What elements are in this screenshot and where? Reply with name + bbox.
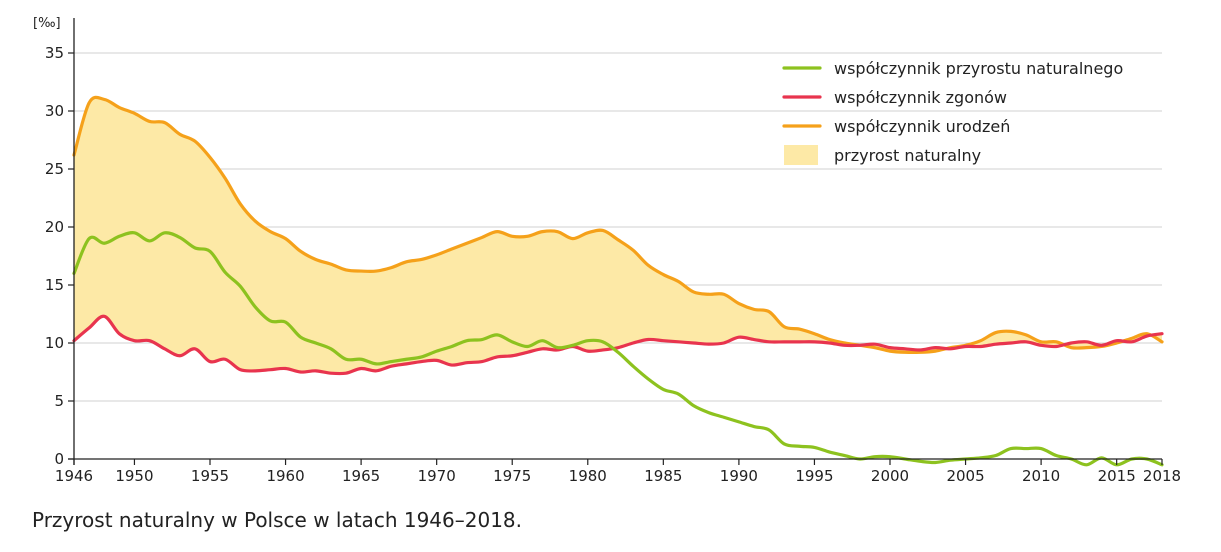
x-tick-label: 2010 [1022,467,1060,485]
natural-growth-area [74,97,1162,374]
x-tick-label: 1970 [418,467,456,485]
x-tick-label: 2005 [946,467,984,485]
y-tick-label: 10 [45,334,64,352]
x-axis-ticks: 1946 1950 1955 1960 1965 1970 1975 1980 1985 1990… [55,459,1181,485]
x-tick-label: 1946 [55,467,93,485]
natural-growth-rate-line [72,231,1164,467]
x-tick-label: 1985 [644,467,682,485]
legend-label: współczynnik urodzeń [834,117,1010,136]
x-tick-label: 2018 [1143,467,1181,485]
figure-caption: Przyrost naturalny w Polsce w latach 194… [32,508,522,532]
legend-swatch-area [784,145,818,165]
x-tick-label: 1950 [115,467,153,485]
chart-legend: współczynnik przyrostu naturalnego współc… [782,59,1123,165]
legend-label: współczynnik przyrostu naturalnego [834,59,1123,78]
x-tick-label: 2015 [1098,467,1136,485]
x-tick-label: 1975 [493,467,531,485]
y-tick-label: 5 [54,392,64,410]
legend-label: współczynnik zgonów [834,88,1007,107]
natural-growth-chart: 1946 1950 1955 1960 1965 1970 1975 1980 1985 1990… [33,16,1181,485]
x-tick-label: 1955 [191,467,229,485]
x-tick-label: 1995 [795,467,833,485]
y-tick-label: 35 [45,44,64,62]
axes [68,18,1162,465]
y-tick-label: 30 [45,102,64,120]
x-tick-label: 2000 [871,467,909,485]
y-tick-label: 0 [54,450,64,468]
x-tick-label: 1990 [720,467,758,485]
x-tick-label: 1965 [342,467,380,485]
death-rate-line [72,314,1164,376]
x-tick-label: 1960 [266,467,304,485]
x-tick-label: 1980 [569,467,607,485]
y-tick-label: 20 [45,218,64,236]
series-lines [72,95,1164,467]
legend-label: przyrost naturalny [834,146,981,165]
birth-rate-line [72,95,1164,355]
y-axis-unit-label: [‰] [33,16,61,31]
y-tick-label: 15 [45,276,64,294]
y-tick-label: 25 [45,160,64,178]
y-axis-ticks: 0 5 10 15 20 25 30 35 [45,44,74,468]
